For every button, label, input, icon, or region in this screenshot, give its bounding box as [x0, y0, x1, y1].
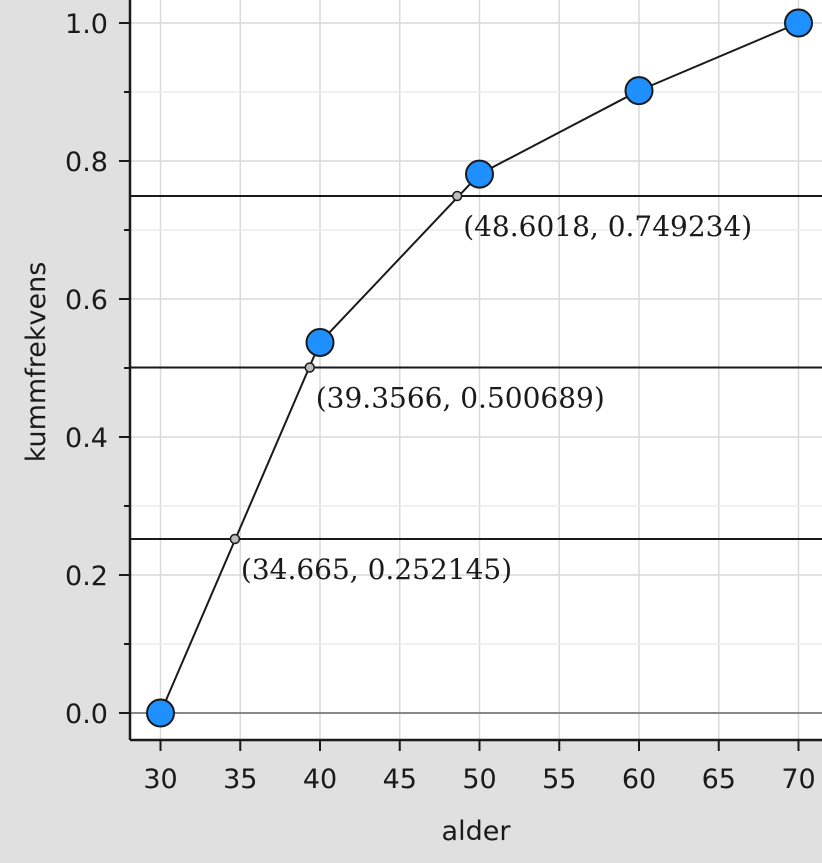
- x-tick-label: 35: [223, 764, 257, 795]
- plot-background: [130, 0, 822, 740]
- intersection-label: (48.6018, 0.749234): [463, 210, 752, 243]
- intersection-label: (34.665, 0.252145): [241, 553, 512, 586]
- x-tick-label: 65: [702, 764, 736, 795]
- y-tick-label: 0.0: [65, 699, 108, 730]
- x-tick-label: 45: [383, 764, 417, 795]
- data-point: [784, 8, 813, 38]
- data-point: [146, 698, 175, 728]
- intersection-point: [451, 190, 463, 202]
- x-tick-label: 70: [781, 764, 815, 795]
- data-series: [146, 8, 813, 728]
- x-axis-title: alder: [442, 816, 512, 847]
- x-tick-label: 50: [462, 764, 496, 795]
- intersection-label: (39.3566, 0.500689): [316, 382, 605, 415]
- data-point: [465, 159, 494, 189]
- data-point: [305, 327, 335, 357]
- intersection-point: [229, 533, 241, 545]
- y-tick-label: 0.6: [65, 285, 108, 316]
- intersection-point: [304, 362, 315, 373]
- y-tick-label: 1.0: [65, 9, 108, 40]
- y-tick-label: 0.4: [65, 423, 108, 454]
- y-tick-label: 0.8: [65, 147, 108, 178]
- x-tick-label: 60: [622, 764, 656, 795]
- y-axis-title: kummfrekvens: [21, 262, 52, 463]
- axes: 30 35 40 45 50 55 60 65 70 0.0 0.2 0.4 0.6 0.8 1.0: [65, 0, 822, 795]
- data-point: [624, 76, 654, 106]
- x-tick-label: 55: [542, 764, 576, 795]
- reference-lines: [130, 195, 822, 714]
- x-tick-label: 30: [143, 764, 177, 795]
- y-tick-label: 0.2: [65, 561, 108, 592]
- x-tick-label: 40: [303, 764, 337, 795]
- intersection-annotations: (34.665, 0.252145) (39.3566, 0.500689) (48…: [241, 210, 752, 586]
